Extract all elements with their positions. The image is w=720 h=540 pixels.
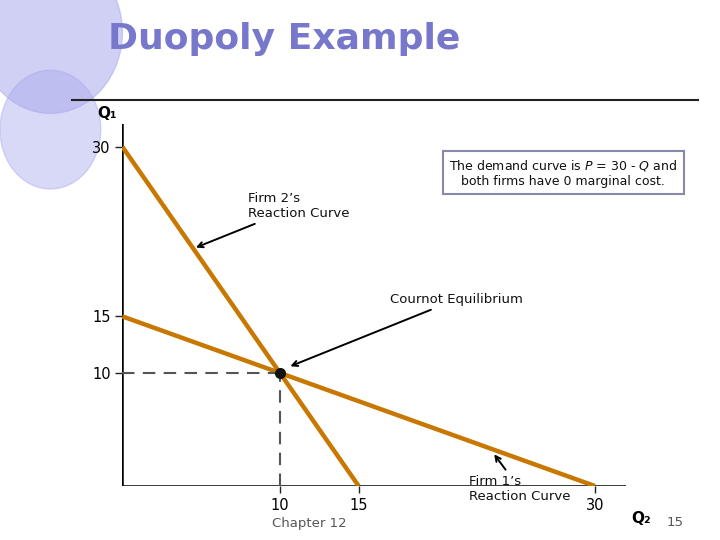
Text: Firm 2’s
Reaction Curve: Firm 2’s Reaction Curve xyxy=(198,192,350,247)
Text: The demand curve is $P$ = 30 - $Q$ and
both firms have 0 marginal cost.: The demand curve is $P$ = 30 - $Q$ and b… xyxy=(449,158,678,188)
Text: Q₁: Q₁ xyxy=(96,106,117,120)
Text: Q₂: Q₂ xyxy=(631,511,651,526)
Text: 15: 15 xyxy=(667,516,684,530)
Text: Firm 1’s
Reaction Curve: Firm 1’s Reaction Curve xyxy=(469,456,570,503)
Text: Cournot Equilibrium: Cournot Equilibrium xyxy=(292,293,523,366)
Text: Duopoly Example: Duopoly Example xyxy=(108,22,460,56)
Text: Chapter 12: Chapter 12 xyxy=(272,516,347,530)
